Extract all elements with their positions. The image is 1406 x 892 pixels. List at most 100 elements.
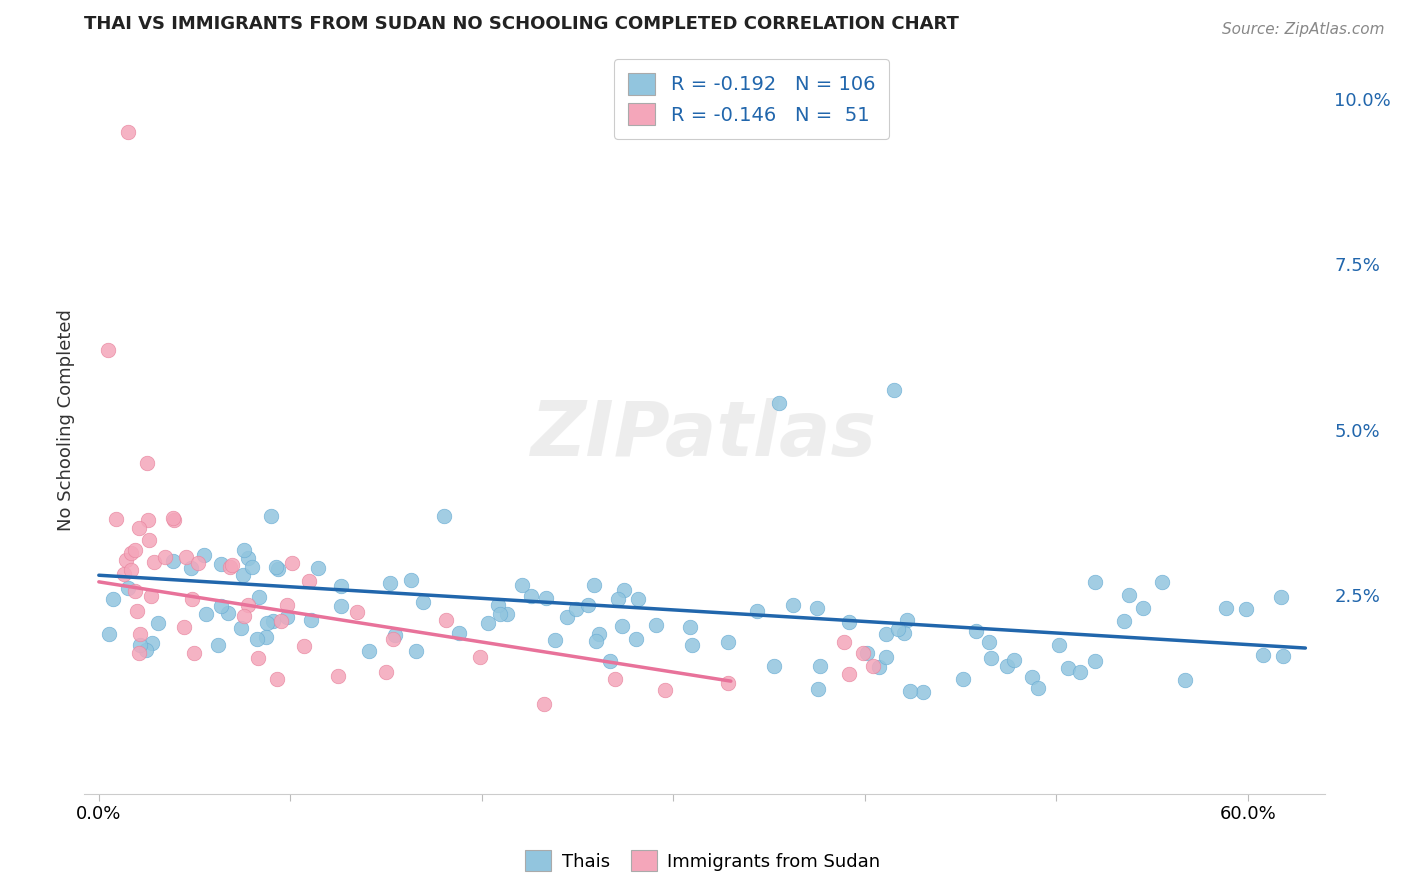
Point — [221, 558, 243, 572]
Y-axis label: No Schooling Completed: No Schooling Completed — [58, 309, 75, 531]
Point — [146, 615, 169, 630]
Point — [1047, 638, 1070, 652]
Point — [162, 554, 184, 568]
Point — [173, 620, 195, 634]
Legend: Thais, Immigrants from Sudan: Thais, Immigrants from Sudan — [519, 843, 887, 879]
Point — [1112, 614, 1135, 628]
Point — [1132, 601, 1154, 615]
Point — [209, 599, 232, 614]
Point — [135, 456, 157, 470]
Legend: R = -0.192   N = 106, R = -0.146   N =  51: R = -0.192 N = 106, R = -0.146 N = 51 — [614, 59, 889, 139]
Point — [246, 632, 269, 646]
Point — [852, 646, 875, 660]
Point — [256, 616, 278, 631]
Point — [911, 685, 934, 699]
Point — [449, 626, 471, 640]
Point — [1026, 681, 1049, 696]
Point — [875, 649, 897, 664]
Point — [588, 627, 610, 641]
Point — [808, 659, 831, 673]
Point — [576, 598, 599, 612]
Point — [624, 632, 647, 647]
Point — [952, 672, 974, 686]
Point — [717, 635, 740, 649]
Point — [544, 632, 567, 647]
Point — [138, 533, 160, 547]
Point — [1002, 653, 1025, 667]
Point — [232, 567, 254, 582]
Point — [856, 646, 879, 660]
Point — [330, 579, 353, 593]
Point — [267, 562, 290, 576]
Point — [762, 659, 785, 673]
Text: Source: ZipAtlas.com: Source: ZipAtlas.com — [1222, 22, 1385, 37]
Point — [599, 654, 621, 668]
Point — [260, 508, 283, 523]
Point — [129, 627, 152, 641]
Point — [1021, 670, 1043, 684]
Point — [120, 545, 142, 559]
Point — [299, 613, 322, 627]
Point — [782, 598, 804, 612]
Point — [1270, 591, 1292, 605]
Point — [124, 584, 146, 599]
Point — [254, 630, 277, 644]
Point — [1084, 654, 1107, 668]
Point — [117, 582, 139, 596]
Point — [1253, 648, 1275, 662]
Point — [679, 620, 702, 634]
Point — [432, 508, 454, 523]
Point — [875, 626, 897, 640]
Point — [328, 669, 350, 683]
Point — [240, 560, 263, 574]
Point — [610, 619, 633, 633]
Point — [555, 610, 578, 624]
Point — [174, 550, 197, 565]
Point — [276, 599, 298, 613]
Point — [141, 635, 163, 649]
Point — [115, 552, 138, 566]
Point — [806, 600, 828, 615]
Point — [838, 667, 860, 681]
Point — [98, 626, 121, 640]
Point — [979, 635, 1001, 649]
Point — [980, 651, 1002, 665]
Point — [121, 563, 143, 577]
Point — [1271, 648, 1294, 663]
Point — [862, 658, 884, 673]
Point — [101, 592, 124, 607]
Point — [434, 613, 457, 627]
Point — [768, 396, 790, 410]
Point — [585, 633, 607, 648]
Point — [128, 638, 150, 652]
Text: THAI VS IMMIGRANTS FROM SUDAN NO SCHOOLING COMPLETED CORRELATION CHART: THAI VS IMMIGRANTS FROM SUDAN NO SCHOOLI… — [83, 15, 959, 33]
Point — [896, 614, 918, 628]
Point — [380, 575, 402, 590]
Point — [682, 639, 704, 653]
Point — [1057, 661, 1080, 675]
Point — [412, 594, 434, 608]
Point — [219, 559, 242, 574]
Point — [1084, 574, 1107, 589]
Point — [124, 542, 146, 557]
Point — [607, 592, 630, 607]
Point — [399, 574, 422, 588]
Point — [270, 615, 292, 629]
Point — [207, 638, 229, 652]
Point — [405, 644, 427, 658]
Point — [127, 605, 149, 619]
Point — [489, 607, 512, 621]
Point — [153, 550, 176, 565]
Point — [486, 598, 509, 612]
Point — [565, 602, 588, 616]
Point — [887, 622, 910, 636]
Point — [162, 513, 184, 527]
Point — [468, 649, 491, 664]
Point — [162, 511, 184, 525]
Point — [139, 589, 162, 603]
Point — [1150, 574, 1173, 589]
Point — [232, 609, 254, 624]
Point — [246, 651, 269, 665]
Point — [247, 590, 270, 604]
Point — [143, 555, 166, 569]
